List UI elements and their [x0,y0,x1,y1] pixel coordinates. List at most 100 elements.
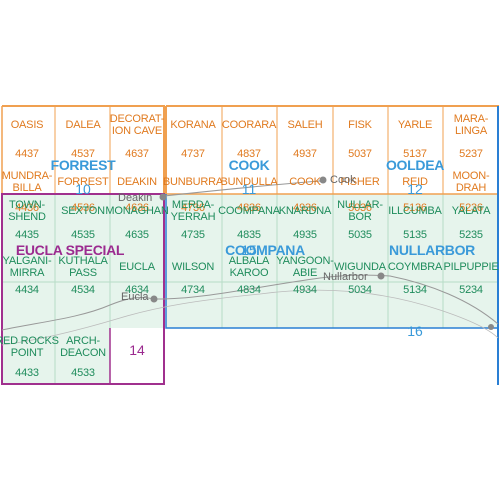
town-label-nullarbor: Nullarbor [323,271,368,283]
green-area-bottom [2,328,110,384]
tile-name-4433: POINT [11,347,44,359]
tile-5035: NULLAR-BOR 5035 [337,199,383,241]
tile-4535: SEXTON 4535 [61,205,105,241]
tile-4736: BUNBURRA 4736 [163,176,224,214]
tile-code-5237: 5237 [459,148,483,160]
tile-code-4535: 4535 [71,229,95,241]
tile-code-4637: 4637 [125,148,149,160]
tile-code-4734: 4734 [181,284,205,296]
town-dot-nullarbor [377,272,385,280]
town-label-eucla: Eucla [121,291,149,303]
region-coompana: COOMPANA [225,242,305,258]
tile-4437: OASIS 4437 [11,119,44,160]
town-dot-cook [319,176,327,184]
tile-name-5035: BOR [348,211,371,223]
tile-code-4433: 4433 [15,367,39,379]
tile-code-4937: 4937 [293,148,317,160]
tile-name-5234: PILPUPPIE [443,261,498,273]
tile-code-4936: 4936 [293,202,317,214]
tile-name-4934: ABIE [293,267,317,279]
tile-name-4736: BUNBURRA [163,176,224,188]
tile-name-5136: REID [402,176,428,188]
sheet-number-15: 15 [241,242,257,258]
tile-5235: YALATA 5235 [452,205,492,241]
tile-4835: COOMPANA 4835 [218,205,281,241]
sheet-number-12: 12 [407,181,423,197]
tile-4434: YALGANI-MIRRA 4434 [3,255,53,296]
tile-name-4737: KORANA [170,119,216,131]
sheet-boundaries [1,105,499,385]
tile-4636: DEAKIN 4636 [117,176,157,214]
tile-4935: KNARDNA 4935 [279,205,332,241]
tile-name-4536: FORREST [57,176,109,188]
tile-4435: TOWN-SHEND 4435 [8,199,46,241]
tile-4735: MERDA-YERRAH 4735 [171,199,216,241]
tile-code-4635: 4635 [125,229,149,241]
tile-5134: COYMBRA 5134 [388,261,443,296]
tile-code-5135: 5135 [403,229,427,241]
tile-code-4836: 4836 [237,202,261,214]
tile-code-4533: 4533 [71,367,95,379]
region-nullarbor: NULLARBOR [389,242,475,258]
tile-name-4437: OASIS [11,119,44,131]
tile-code-5235: 5235 [459,229,483,241]
tile-name-4435: SHEND [8,211,46,223]
tile-code-4835: 4835 [237,229,261,241]
tile-code-5036: 5036 [348,202,372,214]
tile-name-4936: COOK [289,176,321,188]
tile-code-4636: 4636 [125,202,149,214]
tile-4635: MONAGHAN 4635 [105,205,169,241]
tile-name-4434: MIRRA [10,267,45,279]
tile-name-5236: MOON- [453,170,490,182]
tile-code-5034: 5034 [348,284,372,296]
tile-name-4934: YANGOON- [276,255,334,267]
tile-5036: FISHER 5036 [340,176,380,214]
tile-name-4436: MUNDRA- [2,170,53,182]
purple-boundary [1,193,165,385]
tile-name-5037: FISK [348,119,373,131]
tile-name-5135: ILLCUMBA [388,205,442,217]
tile-4537: DALEA 4537 [65,119,101,160]
tile-name-4436: BILLA [13,182,43,194]
tile-4734: WILSON 4734 [172,261,215,296]
tile-name-5034: WIGUNDA [334,261,387,273]
railway-line [163,180,321,197]
tile-5135: ILLCUMBA 5135 [388,205,442,241]
tile-4837: COORARA 4837 [222,119,277,160]
tile-name-5235: YALATA [452,205,491,217]
region-ooldea: OOLDEA [386,157,444,173]
tile-name-4534: KUTHALA [58,255,108,267]
tile-code-4537: 4537 [71,148,95,160]
tile-name-4534: PASS [69,267,97,279]
tile-name-5134: COYMBRA [388,261,443,273]
tile-4836: BUNDULLA 4836 [220,176,278,214]
tile-name-4537: DALEA [65,119,101,131]
tile-name-4635: MONAGHAN [105,205,168,217]
sheet-number-10: 10 [75,181,91,197]
region-cook: COOK [229,157,270,173]
tile-name-4735: MERDA- [172,199,215,211]
town-label-cook: Cook [330,174,356,186]
tile-code-4934: 4934 [293,284,317,296]
tile-name-4637: DECORAT- [110,113,165,125]
tile-name-4834: ALBALA [229,255,270,267]
tile-name-4433: RED ROCKS [0,335,59,347]
tile-4737: KORANA 4737 [170,119,216,160]
tile-4436: MUNDRA-BILLA 4436 [2,170,53,214]
tile-name-4434: YALGANI- [3,255,52,267]
tile-5034: WIGUNDA 5034 [334,261,387,296]
tile-4936: COOK 4936 [289,176,322,214]
white-sheet-14 [110,328,164,384]
tile-4934: YANGOON-ABIE 4934 [276,255,334,296]
tile-code-4437: 4437 [15,148,39,160]
tile-code-5234: 5234 [459,284,483,296]
tile-name-5036: FISHER [340,176,379,188]
tile-5136: REID 5136 [402,176,428,214]
tile-code-5035: 5035 [348,229,372,241]
region-forrest: FORREST [51,157,117,173]
tile-4637: DECORAT-ION CAVE 4637 [110,113,165,160]
tile-name-5137: YARLE [398,119,432,131]
sheet-number-14: 14 [129,342,145,358]
tile-code-5037: 5037 [348,148,372,160]
